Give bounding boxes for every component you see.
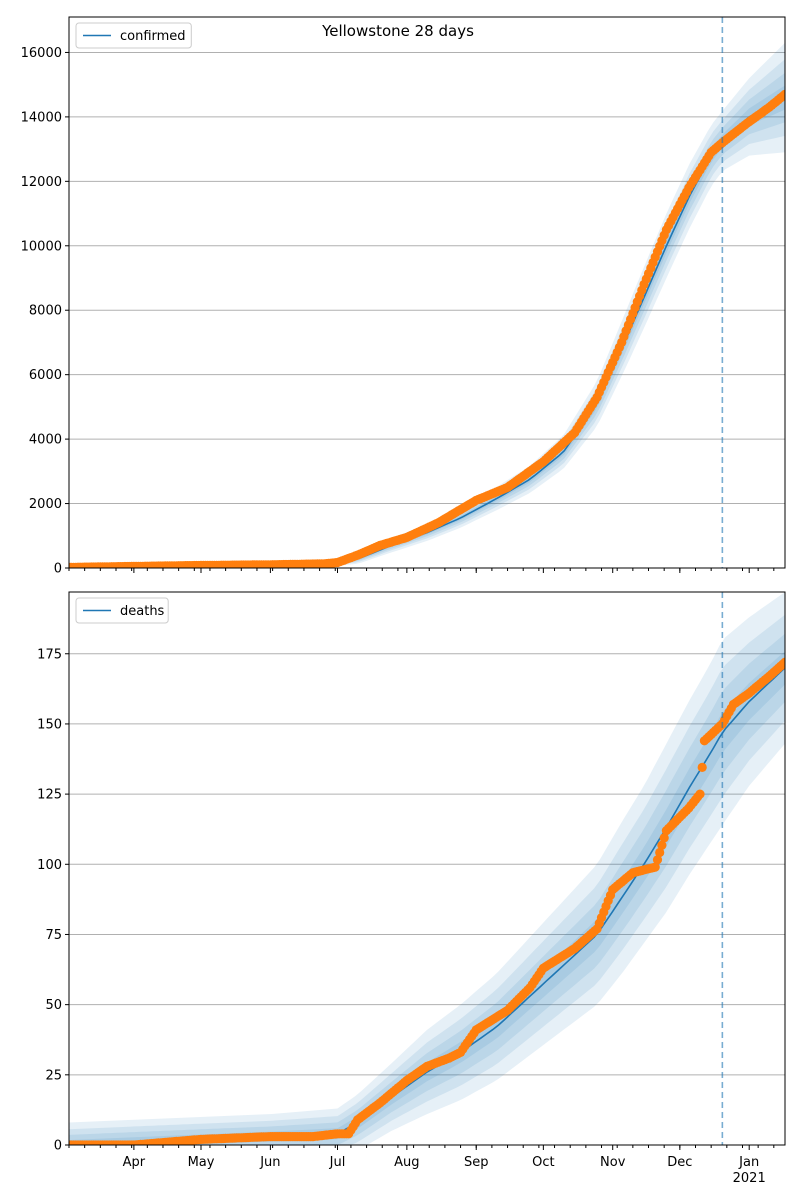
plot-panel-2: 0 25 50 75 100 125 150 175 Apr May Jun Jul Aug Sep Oct… bbox=[37, 591, 786, 1186]
uncertainty-band-1 bbox=[69, 42, 785, 568]
legend: confirmed bbox=[75, 22, 192, 49]
x-tick-label: Aug bbox=[394, 1155, 419, 1170]
observed-points bbox=[69, 657, 785, 1145]
plot-panel-1: 0 2000 4000 6000 8000 10000 12000 14000 16000 con… bbox=[21, 16, 786, 577]
y-tick-label: 10000 bbox=[21, 239, 62, 254]
observed-point bbox=[780, 89, 785, 99]
observed-point bbox=[652, 855, 663, 865]
y-tick-label: 14000 bbox=[21, 110, 62, 125]
x-tick-label: Sep bbox=[464, 1155, 489, 1170]
figure-title: Yellowstone 28 days bbox=[321, 22, 474, 40]
legend: deaths bbox=[75, 597, 169, 624]
x-tick-label: Oct bbox=[532, 1155, 554, 1170]
plot-area bbox=[69, 592, 785, 1145]
y-tick-label: 75 bbox=[45, 928, 62, 943]
x-tick-label: Apr bbox=[123, 1155, 146, 1170]
y-tick-label: 175 bbox=[37, 647, 62, 662]
x-tick-label: Jul bbox=[329, 1155, 346, 1170]
uncertainty-band-2 bbox=[69, 614, 785, 1145]
x-tick-label: May bbox=[188, 1155, 215, 1170]
observed-points bbox=[69, 89, 785, 568]
y-tick-label: 12000 bbox=[21, 175, 62, 190]
uncertainty-band-4 bbox=[69, 85, 785, 568]
legend-box bbox=[75, 22, 192, 49]
y-tick-label: 150 bbox=[37, 717, 62, 732]
observed-point bbox=[657, 840, 667, 850]
observed-point bbox=[780, 657, 785, 667]
x-tick-label: Jun bbox=[259, 1155, 280, 1170]
plot-frame bbox=[68, 591, 786, 1146]
y-tick-label: 50 bbox=[45, 998, 62, 1013]
uncertainty-band-3 bbox=[69, 72, 785, 568]
y-tick-label: 0 bbox=[54, 1139, 62, 1154]
plot-frame bbox=[68, 16, 786, 569]
legend-box bbox=[75, 597, 169, 624]
y-tick-label: 2000 bbox=[29, 497, 62, 512]
observed-point bbox=[659, 833, 669, 843]
x-year-label: 2021 bbox=[733, 1171, 766, 1186]
y-tick-label: 100 bbox=[37, 858, 62, 873]
legend-label: confirmed bbox=[120, 29, 186, 44]
y-tick-label: 125 bbox=[37, 788, 62, 803]
observed-point bbox=[655, 847, 665, 858]
model-line bbox=[69, 96, 785, 568]
plot-area bbox=[69, 42, 785, 568]
x-tick-label: Nov bbox=[600, 1155, 626, 1170]
y-tick-label: 8000 bbox=[29, 304, 62, 319]
x-tick-label: Jan bbox=[738, 1155, 759, 1170]
uncertainty-band-2 bbox=[69, 59, 785, 568]
observed-point bbox=[697, 762, 707, 773]
y-tick-label: 6000 bbox=[29, 368, 62, 383]
legend-label: deaths bbox=[120, 604, 165, 619]
observed-point bbox=[650, 862, 660, 872]
y-tick-label: 16000 bbox=[21, 46, 62, 61]
x-tick-label: Dec bbox=[667, 1155, 692, 1170]
y-tick-label: 4000 bbox=[29, 433, 62, 448]
observed-point bbox=[695, 789, 705, 799]
uncertainty-band-3 bbox=[69, 633, 785, 1145]
y-tick-label: 0 bbox=[54, 562, 62, 577]
y-tick-label: 25 bbox=[45, 1068, 62, 1083]
